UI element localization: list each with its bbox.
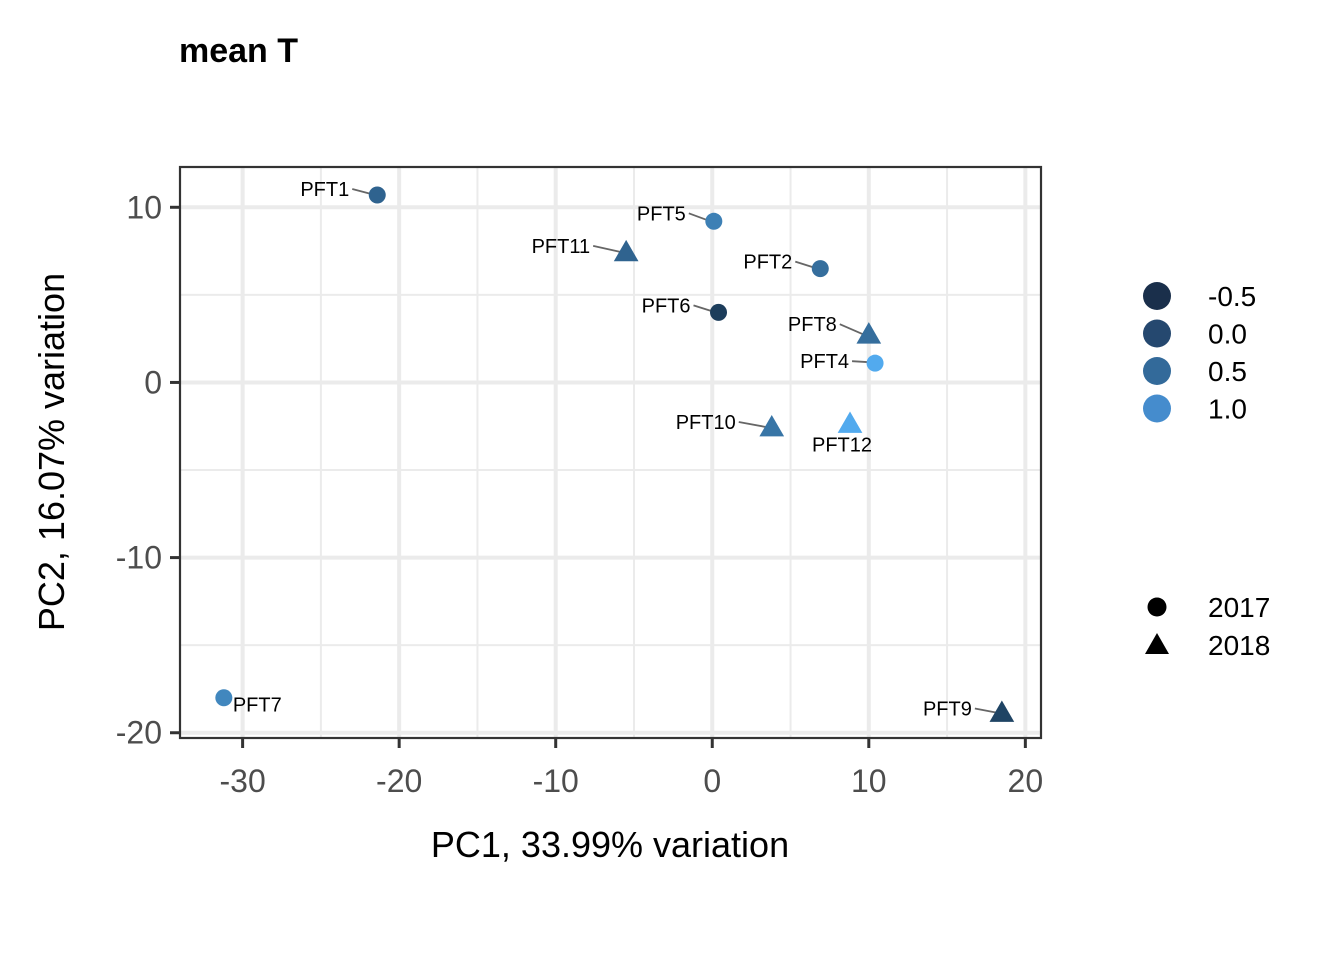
label-leader-line [738, 421, 766, 428]
plot-border [178, 165, 1043, 740]
plot-panel [180, 167, 1041, 738]
label-leader-lines [352, 188, 997, 714]
x-tick-label: -10 [533, 763, 579, 799]
point-label: PFT7 [233, 695, 282, 717]
data-point-triangle [837, 411, 863, 433]
x-tick-label: 10 [851, 763, 887, 799]
point-label: PFT9 [923, 698, 972, 720]
legend-color-label: 0.5 [1208, 356, 1247, 387]
y-tick-label: 10 [126, 189, 162, 225]
y-tick-label: -20 [116, 715, 162, 751]
point-label: PFT12 [812, 434, 872, 456]
label-leader-line [592, 244, 621, 253]
label-leader-line [352, 188, 372, 195]
legend-shape-label: 2017 [1208, 592, 1270, 623]
data-point-triangle [856, 322, 882, 344]
label-leader-line [974, 707, 997, 714]
x-tick-label: 20 [1008, 763, 1044, 799]
point-label: PFT1 [300, 179, 349, 201]
legend-color-label: -0.5 [1208, 281, 1256, 312]
data-points [215, 186, 1015, 722]
data-point-circle [368, 186, 386, 204]
legend-shape-triangle [1145, 633, 1169, 654]
legend-shape-label: 2018 [1208, 630, 1270, 661]
y-tick-label: -10 [116, 540, 162, 576]
label-leader-line [852, 360, 870, 364]
y-axis-title: PC2, 16.07% variation [31, 273, 72, 631]
x-tick-label: 0 [703, 763, 721, 799]
data-point-circle [866, 354, 884, 372]
chart-title: mean T [179, 32, 298, 70]
point-label: PFT5 [637, 203, 686, 225]
x-axis-title: PC1, 33.99% variation [431, 824, 789, 865]
data-point-circle [811, 260, 829, 278]
label-leader-line [688, 212, 709, 222]
grid-lines [180, 167, 1041, 738]
point-label: PFT4 [800, 351, 849, 373]
point-label: PFT10 [676, 412, 736, 434]
y-tick-label: 0 [144, 364, 162, 400]
point-label: PFT8 [788, 314, 837, 336]
label-leader-line [794, 260, 815, 269]
legend-color-key [1143, 394, 1171, 423]
legend-color-label: 0.0 [1208, 319, 1247, 350]
label-leader-line [839, 323, 864, 335]
point-label: PFT6 [642, 295, 691, 317]
data-point-circle [215, 689, 233, 707]
legend-color-label: 1.0 [1208, 394, 1247, 425]
data-point-triangle [989, 700, 1015, 722]
legend-color-key [1143, 319, 1171, 348]
data-point-triangle [759, 414, 785, 437]
x-axis: -30 -20 -10 0 10 20 [219, 738, 1043, 799]
point-label: PFT2 [743, 252, 792, 274]
color-legend: -0.5 0.0 0.5 1.0 [1143, 281, 1256, 425]
x-tick-label: -20 [376, 763, 422, 799]
y-axis: -20 -10 0 10 [116, 189, 180, 751]
legend-color-key [1143, 357, 1171, 385]
x-tick-label: -30 [219, 763, 265, 799]
data-point-triangle [613, 239, 639, 262]
legend-color-key [1143, 282, 1171, 310]
data-point-circle [710, 303, 728, 321]
label-leader-line [693, 304, 713, 313]
shape-legend: 2017 2018 [1145, 592, 1270, 661]
data-point-circle [705, 212, 723, 230]
legend-shape-circle [1147, 597, 1167, 617]
point-label: PFT11 [532, 236, 591, 258]
point-labels: PFT1 PFT5 PFT11 PFT2 PFT6 PFT8 PFT4 PFT10 PFT12 P… [233, 179, 972, 720]
